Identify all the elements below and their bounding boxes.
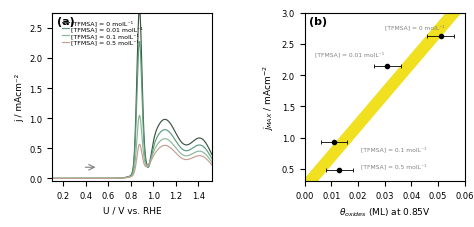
Text: (a): (a): [57, 17, 75, 27]
Line: [TFMSA] = 0.5 molL⁻¹: [TFMSA] = 0.5 molL⁻¹: [52, 145, 212, 179]
[TFMSA] = 0 molL⁻¹: [103, 177, 109, 180]
[TFMSA] = 0.5 molL⁻¹: [133, 162, 139, 164]
[TFMSA] = 0.1 molL⁻¹: [137, 114, 142, 117]
[TFMSA] = 0.01 molL⁻¹: [118, 177, 124, 180]
[TFMSA] = 0.1 molL⁻¹: [137, 115, 142, 117]
X-axis label: U / V vs. RHE: U / V vs. RHE: [103, 206, 161, 215]
Line: [TFMSA] = 0.1 molL⁻¹: [TFMSA] = 0.1 molL⁻¹: [52, 116, 212, 179]
Text: [TFMSA] = 0.5 molL⁻¹: [TFMSA] = 0.5 molL⁻¹: [361, 163, 426, 169]
Text: (b): (b): [310, 17, 328, 27]
[TFMSA] = 0.5 molL⁻¹: [209, 164, 215, 167]
[TFMSA] = 0.5 molL⁻¹: [76, 177, 82, 180]
X-axis label: $\theta_{oxides}$ (ML) at 0.85V: $\theta_{oxides}$ (ML) at 0.85V: [339, 206, 430, 218]
[TFMSA] = 0.5 molL⁻¹: [49, 177, 55, 180]
[TFMSA] = 0.1 molL⁻¹: [133, 149, 139, 152]
[TFMSA] = 0.1 molL⁻¹: [49, 177, 55, 180]
[TFMSA] = 0.01 molL⁻¹: [137, 41, 142, 44]
[TFMSA] = 0 molL⁻¹: [71, 177, 76, 180]
[TFMSA] = 0 molL⁻¹: [76, 177, 82, 180]
[TFMSA] = 0.01 molL⁻¹: [71, 177, 76, 180]
[TFMSA] = 0 molL⁻¹: [137, 8, 142, 11]
Text: [TFMSA] = 0.1 molL⁻¹: [TFMSA] = 0.1 molL⁻¹: [361, 146, 426, 152]
[TFMSA] = 0.1 molL⁻¹: [103, 177, 109, 180]
[TFMSA] = 0.01 molL⁻¹: [133, 118, 139, 121]
Legend: [TFMSA] = 0 molL⁻¹, [TFMSA] = 0.01 molL⁻¹, [TFMSA] = 0.1 molL⁻¹, [TFMSA] = 0.5 m: [TFMSA] = 0 molL⁻¹, [TFMSA] = 0.01 molL⁻…: [62, 20, 143, 46]
Text: [TFMSA] = 0.01 molL⁻¹: [TFMSA] = 0.01 molL⁻¹: [315, 51, 384, 57]
[TFMSA] = 0.5 molL⁻¹: [71, 177, 76, 180]
[TFMSA] = 0.01 molL⁻¹: [209, 158, 215, 160]
Line: [TFMSA] = 0 molL⁻¹: [TFMSA] = 0 molL⁻¹: [52, 9, 212, 179]
Y-axis label: j / mAcm⁻²: j / mAcm⁻²: [15, 74, 24, 122]
[TFMSA] = 0.01 molL⁻¹: [49, 177, 55, 180]
Y-axis label: $j_{MAX}$ / mAcm$^{-2}$: $j_{MAX}$ / mAcm$^{-2}$: [262, 65, 276, 131]
[TFMSA] = 0.5 molL⁻¹: [103, 177, 109, 180]
Line: [TFMSA] = 0.01 molL⁻¹: [TFMSA] = 0.01 molL⁻¹: [52, 42, 212, 179]
[TFMSA] = 0.01 molL⁻¹: [103, 177, 109, 180]
Text: [TFMSA] = 0 molL⁻¹: [TFMSA] = 0 molL⁻¹: [384, 25, 444, 30]
[TFMSA] = 0.01 molL⁻¹: [137, 41, 142, 44]
[TFMSA] = 0 molL⁻¹: [133, 104, 139, 106]
[TFMSA] = 0.5 molL⁻¹: [137, 143, 142, 146]
[TFMSA] = 0.1 molL⁻¹: [71, 177, 76, 180]
[TFMSA] = 0 molL⁻¹: [49, 177, 55, 180]
[TFMSA] = 0.5 molL⁻¹: [137, 143, 142, 146]
[TFMSA] = 0.1 molL⁻¹: [118, 177, 124, 180]
[TFMSA] = 0 molL⁻¹: [118, 177, 124, 180]
[TFMSA] = 0.5 molL⁻¹: [118, 177, 124, 180]
[TFMSA] = 0.1 molL⁻¹: [76, 177, 82, 180]
[TFMSA] = 0.1 molL⁻¹: [209, 161, 215, 164]
[TFMSA] = 0 molL⁻¹: [209, 154, 215, 156]
[TFMSA] = 0.01 molL⁻¹: [76, 177, 82, 180]
[TFMSA] = 0 molL⁻¹: [137, 8, 142, 11]
